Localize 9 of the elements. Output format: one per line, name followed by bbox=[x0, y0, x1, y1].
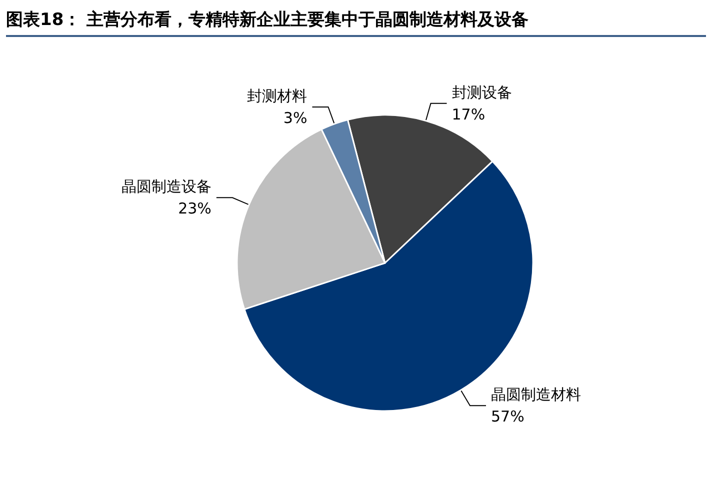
chart-title: 图表18： 主营分布看，专精特新企业主要集中于晶圆制造材料及设备 bbox=[6, 8, 706, 37]
data-label: 17% bbox=[452, 105, 486, 124]
slice-label: 封测设备 bbox=[452, 83, 512, 102]
data-label: 3% bbox=[283, 109, 308, 128]
slice-label: 封测材料 bbox=[247, 87, 308, 106]
slice-label: 晶圆制造材料 bbox=[491, 386, 581, 404]
slice-label: 晶圆制造设备 bbox=[121, 178, 212, 196]
data-label: 23% bbox=[178, 200, 212, 218]
data-label: 57% bbox=[491, 408, 524, 426]
